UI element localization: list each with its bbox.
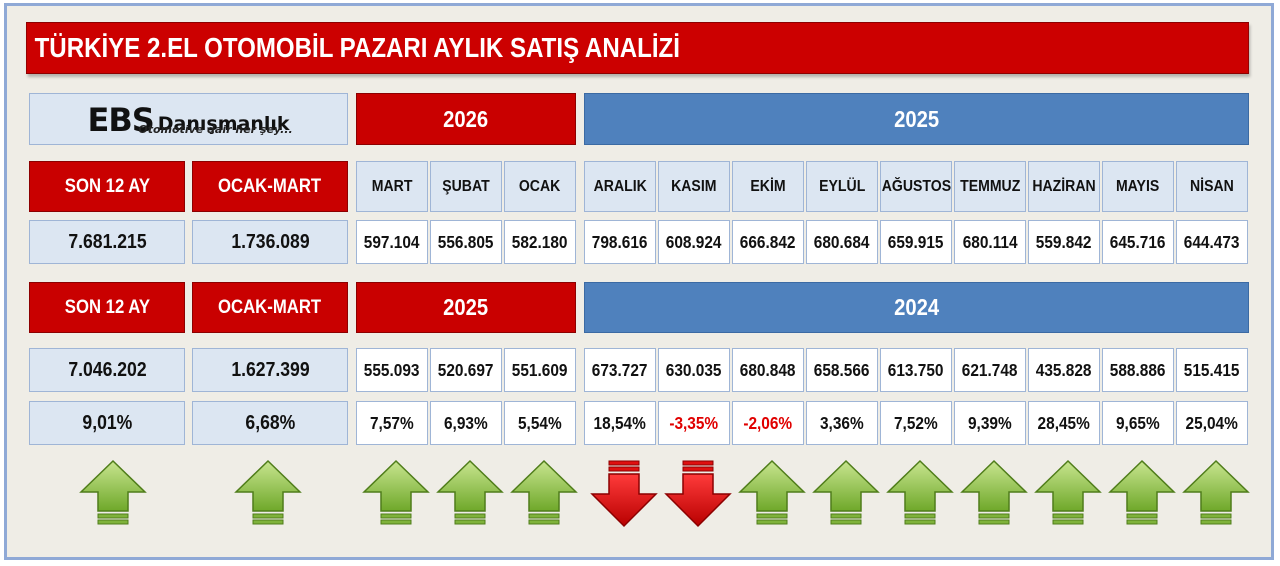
year-header-current: 2026 [356, 93, 576, 145]
arrow-up-icon [885, 459, 955, 529]
logo: EBS Danışmanlık Otomotive dair her şey..… [29, 93, 348, 145]
arrow-down-icon [663, 459, 733, 529]
arrow-up-icon [361, 459, 431, 529]
arrow-up-icon [811, 459, 881, 529]
current-value: 597.104 [356, 220, 428, 264]
previous-value: 435.828 [1028, 348, 1100, 392]
arrow-up-icon [959, 459, 1029, 529]
month-header: OCAK [504, 161, 576, 212]
arrow-up-icon [435, 459, 505, 529]
change-value: 5,54% [504, 401, 576, 445]
current-value: 680.684 [806, 220, 878, 264]
change-value: 18,54% [584, 401, 656, 445]
month-header: ARALIK [584, 161, 656, 212]
previous-value: 551.609 [504, 348, 576, 392]
logo-tagline: Otomotive dair her şey... [138, 122, 293, 136]
previous-value: 658.566 [806, 348, 878, 392]
current-value: 582.180 [504, 220, 576, 264]
page-title: TÜRKİYE 2.EL OTOMOBİL PAZARI AYLIK SATIŞ… [26, 22, 1249, 74]
arrow-up-icon [233, 459, 303, 529]
label-son12-current: SON 12 AY [29, 161, 185, 212]
previous-value: 673.727 [584, 348, 656, 392]
previous-value: 555.093 [356, 348, 428, 392]
change-value: 9,39% [954, 401, 1026, 445]
label-son12-previous: SON 12 AY [29, 282, 185, 333]
label-period-previous: OCAK-MART [192, 282, 348, 333]
change-value: -2,06% [732, 401, 804, 445]
change-value: 6,93% [430, 401, 502, 445]
previous-value: 680.848 [732, 348, 804, 392]
logo-mark: EBS [87, 100, 154, 139]
year-header-bottom-current: 2025 [356, 282, 576, 333]
label-period-current: OCAK-MART [192, 161, 348, 212]
previous-value: 621.748 [954, 348, 1026, 392]
month-header: ŞUBAT [430, 161, 502, 212]
month-header: NİSAN [1176, 161, 1248, 212]
arrow-up-icon [509, 459, 579, 529]
current-value: 644.473 [1176, 220, 1248, 264]
current-value: 659.915 [880, 220, 952, 264]
previous-value: 630.035 [658, 348, 730, 392]
change-value: -3,35% [658, 401, 730, 445]
month-header: KASIM [658, 161, 730, 212]
month-header: MART [356, 161, 428, 212]
logo-name: Danışmanlık [157, 112, 290, 135]
previous-son12-value: 7.046.202 [29, 348, 185, 392]
year-header-bottom-previous: 2024 [584, 282, 1249, 333]
arrow-up-icon [737, 459, 807, 529]
month-header: EYLÜL [806, 161, 878, 212]
change-value: 7,57% [356, 401, 428, 445]
month-header: HAZİRAN [1028, 161, 1100, 212]
current-period-value: 1.736.089 [192, 220, 348, 264]
change-value: 25,04% [1176, 401, 1248, 445]
arrow-down-icon [589, 459, 659, 529]
arrow-up-icon [1107, 459, 1177, 529]
month-header: MAYIS [1102, 161, 1174, 212]
previous-value: 588.886 [1102, 348, 1174, 392]
current-value: 645.716 [1102, 220, 1174, 264]
current-value: 559.842 [1028, 220, 1100, 264]
current-value: 680.114 [954, 220, 1026, 264]
change-value: 3,36% [806, 401, 878, 445]
current-value: 798.616 [584, 220, 656, 264]
current-value: 608.924 [658, 220, 730, 264]
previous-value: 515.415 [1176, 348, 1248, 392]
current-value: 666.842 [732, 220, 804, 264]
previous-value: 613.750 [880, 348, 952, 392]
change-value: 28,45% [1028, 401, 1100, 445]
month-header: AĞUSTOS [880, 161, 952, 212]
month-header: TEMMUZ [954, 161, 1026, 212]
arrow-up-icon [78, 459, 148, 529]
previous-value: 520.697 [430, 348, 502, 392]
previous-period-value: 1.627.399 [192, 348, 348, 392]
change-value: 9,65% [1102, 401, 1174, 445]
arrow-up-icon [1181, 459, 1251, 529]
arrow-up-icon [1033, 459, 1103, 529]
year-header-previous: 2025 [584, 93, 1249, 145]
current-son12-value: 7.681.215 [29, 220, 185, 264]
change-value: 7,52% [880, 401, 952, 445]
month-header: EKİM [732, 161, 804, 212]
change-period-value: 6,68% [192, 401, 348, 445]
change-son12-value: 9,01% [29, 401, 185, 445]
current-value: 556.805 [430, 220, 502, 264]
